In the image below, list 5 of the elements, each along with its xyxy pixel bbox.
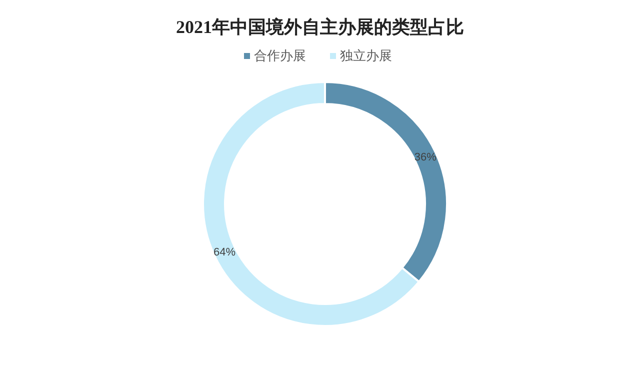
legend-label: 合作办展: [254, 48, 306, 63]
legend-label: 独立办展: [340, 48, 392, 63]
chart-title: 2021年中国境外自主办展的类型占比: [176, 17, 464, 37]
data-label: 36%: [414, 152, 437, 164]
data-label: 64%: [214, 246, 236, 258]
